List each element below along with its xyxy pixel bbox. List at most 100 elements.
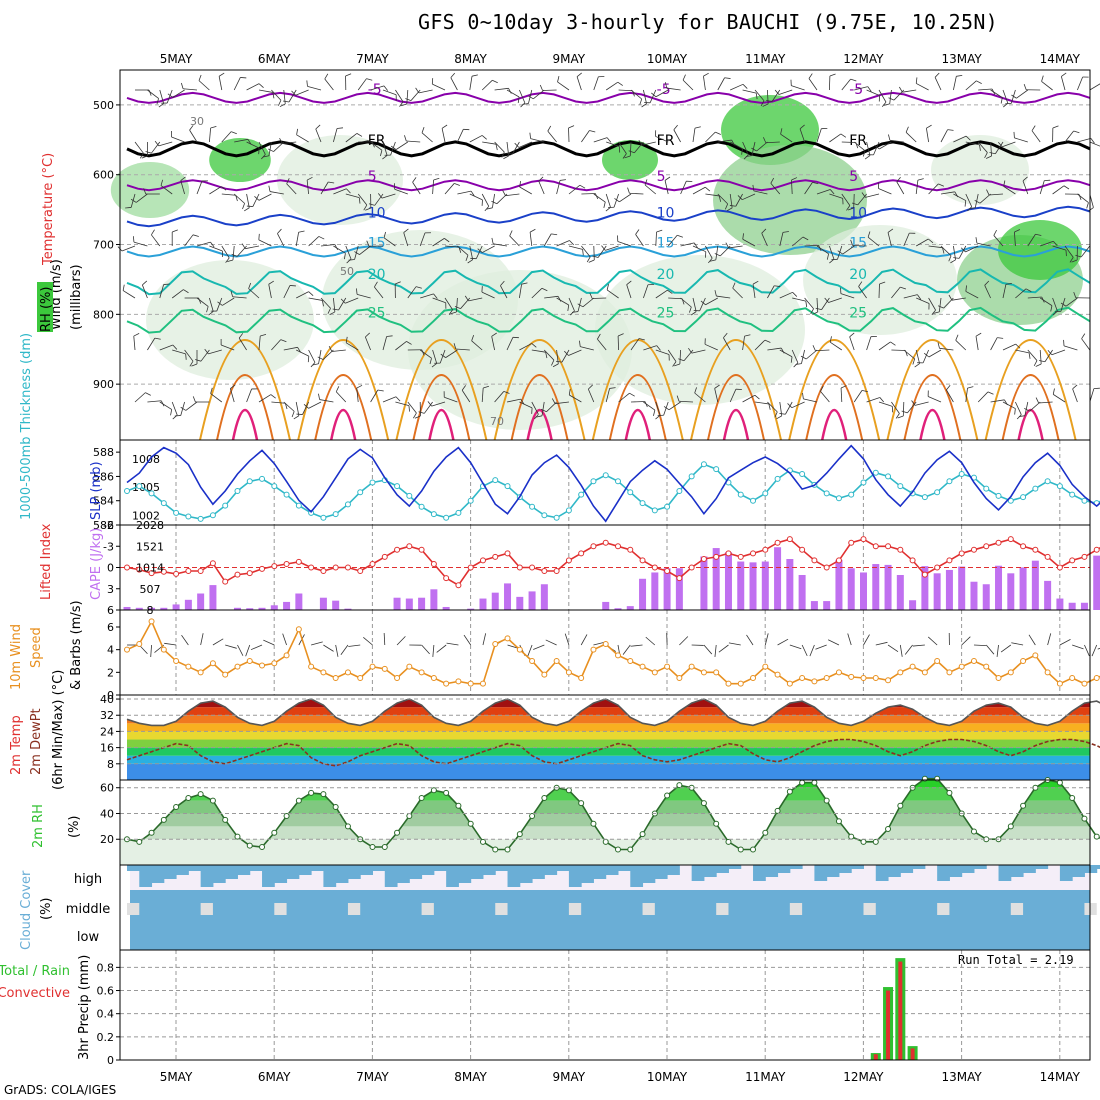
wind-barb [340,298,346,304]
cloud-high-bar [826,865,840,877]
wind-barb [121,245,136,252]
thickness-line-point [418,503,425,510]
wind-barb-10m [764,633,769,646]
wind-speed-line-point [1032,652,1039,659]
wind-barb [456,297,458,312]
cloud-high-bar [556,865,570,871]
rh-shading [209,138,271,182]
wind-speed-line-point [590,646,597,653]
wind-barb [597,245,607,258]
day-label-bottom: 11MAY [745,1070,786,1084]
wind-speed-line-point [136,641,143,647]
wind-barb [395,141,409,150]
wind-barb-10m [985,644,995,655]
cloud-high-bar [875,865,889,881]
wind-barb [366,78,373,81]
wind-barb [729,389,737,403]
wind-barb [556,180,561,195]
li-line-point [271,563,278,570]
li-line-point [185,568,192,575]
wind-barb [678,400,694,403]
wind-barb [979,144,981,151]
wind-barb-10m [1084,644,1090,657]
wind-barb [568,297,575,312]
wind-barb-10m [809,644,815,657]
wind-barb [467,259,473,264]
wind-barb [714,384,720,389]
wind-barb [1015,349,1030,354]
wind-barb [406,140,421,143]
wind-barb [130,198,137,203]
temp-band [127,699,1090,708]
wind-barb [767,89,769,105]
wind-barb [1090,138,1095,144]
wind-barb [742,89,757,94]
wind-barb [927,396,942,403]
cape-bar [749,562,757,610]
wind-barb [260,333,267,337]
cloud-high-bar [482,865,496,875]
wind-barb [252,193,260,207]
temp-contour-label: 10 [657,205,675,221]
cloud-ylabel-2: (%) [39,898,54,921]
wind-barb [356,288,358,295]
wind-barb [937,342,940,349]
panel-frame [119,949,1091,1061]
li-line-point [124,564,130,571]
wind-barb [380,150,383,157]
wind-barb [1031,130,1041,143]
li-line-point [1007,536,1014,543]
rh-line-point [295,797,302,804]
wind-barb [333,188,347,195]
wind-barb [506,89,520,98]
wind-barb [453,343,457,350]
wind-barb [206,306,209,313]
rh-line-point [872,838,879,845]
wind-barb [444,183,455,195]
wind-barb [272,92,275,99]
wind-barb [899,86,903,93]
wind-barb [1003,186,1016,195]
wind-barb [271,339,282,351]
wind-barb [948,294,953,301]
wind-barb [955,334,959,341]
wind-barb [1081,333,1086,339]
wind-barb [849,336,855,351]
wind-barb [320,297,331,309]
thickness-line-point [602,472,609,479]
rh-shading [602,140,658,180]
wind-barb [678,358,685,362]
wind-barb [643,284,649,299]
wind-barb [942,247,945,254]
cloud-high-bar [937,865,950,881]
wind-barb [816,297,819,313]
cloud-high-bar [838,865,852,873]
cape-bar [344,608,352,610]
rh-ylabel-1: 2m RH [31,804,46,848]
wind-barb [887,228,894,233]
cloud-mid-gap [642,903,655,915]
wind-barb [390,145,397,150]
wind-speed-line-point [160,646,167,653]
wind-barb-10m [645,636,656,646]
wind-speed-line-point [762,663,769,670]
wind-speed-line-point [124,646,130,653]
thickness-line-point [197,515,204,522]
li-line-point [516,564,523,571]
li-line-point [946,557,953,564]
wind-barb [587,388,595,403]
wind-barb [418,411,425,414]
wind-barb [792,292,798,297]
wind-barb [938,183,945,187]
cloud-level-label: low [77,930,100,945]
li-line-point [344,564,351,571]
li-line-point [1069,557,1076,564]
wind-barb [232,245,235,260]
temp-bands [127,699,1090,780]
wind-barb [432,180,434,195]
wind-barb [791,179,793,195]
wind-speed-line-point [541,671,548,678]
wind-barb [356,133,363,137]
wind-barb [494,87,509,91]
